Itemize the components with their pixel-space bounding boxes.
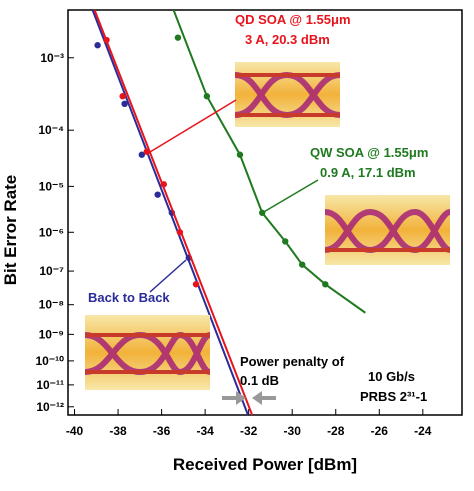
y-tick-label: 10⁻¹¹ [36,378,64,392]
eye-diagram [84,315,212,390]
data-point [121,100,128,108]
data-point [138,151,145,158]
data-point [203,93,211,100]
data-point [299,261,306,268]
x-tick-label: -34 [196,424,214,438]
data-point [282,238,289,245]
plot-frame [67,9,463,416]
leader-line [149,99,237,153]
y-tick-label: 10⁻¹² [36,400,64,414]
annotation: Power penalty of [240,354,345,369]
x-tick-label: -28 [327,424,345,438]
annotation: 0.9 A, 17.1 dBm [320,165,416,180]
y-tick-label: 10⁻⁷ [39,264,64,278]
data-point [174,34,182,41]
data-point [103,36,110,44]
y-tick-label: 10⁻¹⁰ [36,354,65,368]
annotation: 0.1 dB [240,373,279,388]
data-point [192,281,200,288]
annotation: 10 Gb/s [368,369,415,384]
fit-line [93,9,254,416]
data-point [119,93,126,100]
x-tick-label: -26 [371,424,389,438]
x-tick-label: -24 [414,424,432,438]
eye-diagram [234,62,341,127]
data-point [154,191,161,198]
leader-line [149,259,187,293]
series-label: QW SOA @ 1.55μm [310,145,428,160]
y-tick-label: 10⁻⁹ [39,327,64,341]
eye-diagram [324,195,452,265]
annotation: 3 A, 20.3 dBm [245,32,330,47]
fit-line [172,9,366,314]
data-point [236,151,244,158]
y-tick-label: 10⁻³ [40,51,64,65]
x-tick-label: -36 [153,424,171,438]
data-point [176,229,184,236]
y-tick-label: 10⁻⁸ [39,298,64,312]
series-label: QD SOA @ 1.55μm [235,12,351,27]
data-point [322,281,329,288]
penalty-arrows [222,391,276,405]
x-tick-label: -32 [240,424,258,438]
series-label: Back to Back [88,290,170,305]
data-point [160,181,167,188]
y-tick-label: 10⁻⁴ [38,123,64,137]
x-tick-label: -30 [284,424,302,438]
data-point [143,148,150,155]
x-tick-label: -40 [66,424,84,438]
x-tick-label: -38 [109,424,127,438]
leader-line [261,179,319,214]
y-axis-title: Bit Error Rate [1,175,20,286]
annotation: PRBS 2³¹-1 [360,389,427,404]
y-tick-label: 10⁻⁵ [39,179,64,193]
x-axis-title: Received Power [dBm] [173,455,357,474]
y-tick-label: 10⁻⁶ [39,225,64,239]
data-point [94,42,101,49]
